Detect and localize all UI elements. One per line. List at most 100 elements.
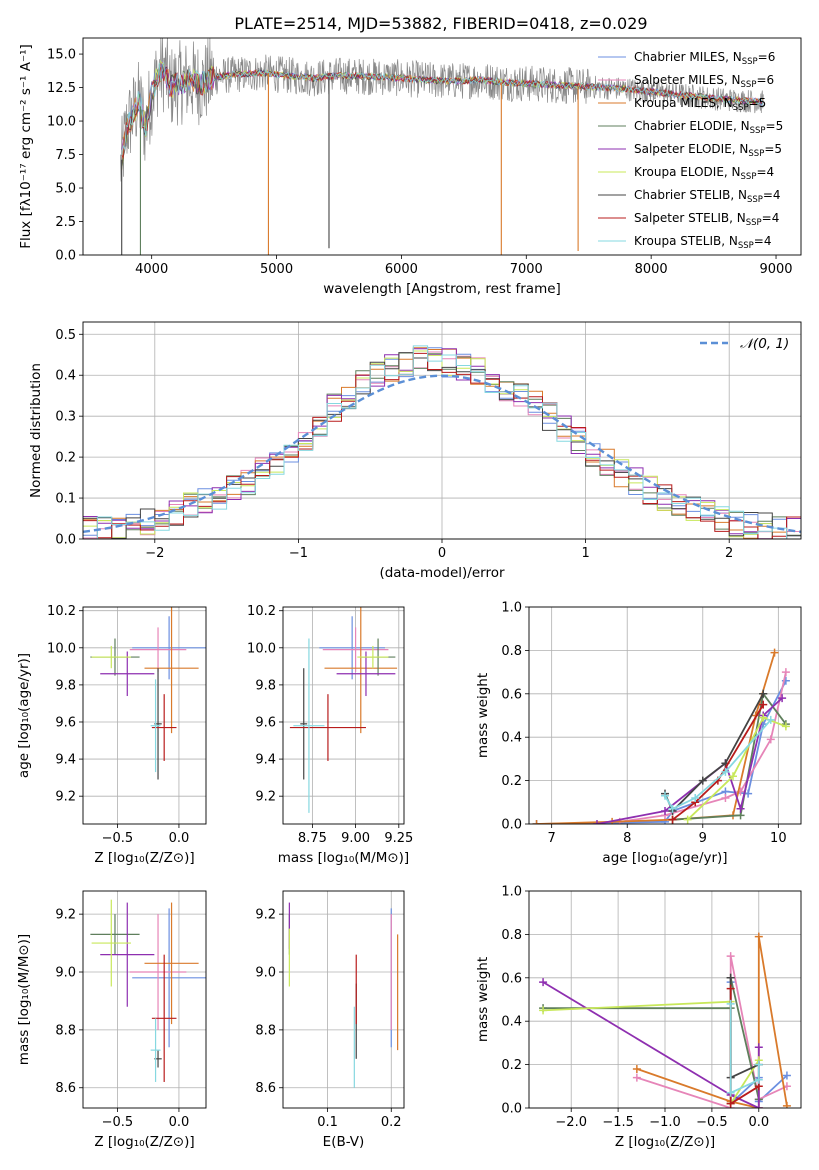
y-axis-label: mass [log₁₀(M/M⊙)] bbox=[16, 934, 32, 1065]
weight-marker bbox=[782, 1071, 791, 1080]
residuals-panel: −2 −1 0 1 2 0.0 0.1 0.2 0.3 0.4 0.5 (data-model)/er… bbox=[28, 321, 802, 581]
weight-line bbox=[619, 671, 787, 823]
residuals-plot-area bbox=[83, 345, 801, 539]
x-tick-label: 5000 bbox=[260, 262, 293, 277]
weight-line bbox=[543, 977, 760, 1100]
y-tick-label: 10.0 bbox=[47, 641, 76, 656]
y-tick-label: 0.6 bbox=[501, 687, 522, 702]
weight-marker bbox=[532, 820, 541, 824]
x-axis-label: wavelength [Angstrom, rest frame] bbox=[323, 281, 561, 297]
weight-line bbox=[596, 697, 783, 824]
y-tick-label: 9.8 bbox=[255, 678, 276, 693]
y-tick-label: 8.6 bbox=[55, 1081, 76, 1096]
x-tick-label: 0.0 bbox=[748, 1115, 769, 1130]
y-tick-label: 0.3 bbox=[55, 410, 76, 425]
legend-entry: Chabrier MILES, NSSP=6 bbox=[634, 50, 775, 67]
weight-marker bbox=[781, 722, 790, 731]
spectrum-plot-area bbox=[120, 38, 764, 255]
x-axis-label: Z [log₁₀(Z/Z⊙)] bbox=[94, 1134, 194, 1150]
y-tick-label: 15.0 bbox=[47, 48, 76, 63]
weight-vs-Z-plot-area bbox=[539, 932, 791, 1108]
x-axis-label: age [log₁₀(age/yr)] bbox=[602, 850, 727, 866]
weight-marker bbox=[778, 694, 787, 703]
legend-entry: Chabrier STELIB, NSSP=4 bbox=[634, 188, 781, 205]
axes-frame bbox=[282, 890, 405, 1109]
weight-vs-age-plot-area bbox=[532, 648, 790, 824]
age-vs-Z-plot-area bbox=[90, 607, 206, 780]
age-vs-mass-panel: 8.75 9.00 9.25 9.2 9.4 9.6 9.8 10.0 10.2 mass [lo… bbox=[247, 604, 413, 866]
weight-vs-age-panel: 7 8 9 10 0.0 0.2 0.4 0.6 0.8 1.0 age [log₁₀(age/yr… bbox=[475, 601, 802, 866]
y-tick-label: 0.8 bbox=[501, 928, 522, 943]
y-tick-label: 0.5 bbox=[55, 328, 76, 343]
y-axis-label: Normed distribution bbox=[28, 363, 44, 498]
x-tick-label: −2 bbox=[145, 546, 164, 561]
residual-histogram bbox=[83, 352, 801, 539]
model-spectrum bbox=[121, 66, 764, 160]
y-tick-label: 8.6 bbox=[255, 1081, 276, 1096]
x-tick-label: 9000 bbox=[759, 262, 792, 277]
y-tick-label: 0.2 bbox=[55, 451, 76, 466]
x-tick-label: 0.1 bbox=[317, 1115, 338, 1130]
y-tick-label: 10.2 bbox=[247, 604, 276, 619]
weight-line bbox=[636, 936, 788, 1108]
weight-marker bbox=[726, 952, 735, 961]
x-tick-label: −0.5 bbox=[102, 1115, 134, 1130]
weight-marker bbox=[766, 715, 775, 724]
weight-marker bbox=[754, 1104, 763, 1108]
x-tick-label: 0.0 bbox=[169, 1115, 190, 1130]
x-tick-label: 9.00 bbox=[341, 831, 370, 846]
y-tick-label: 0.2 bbox=[501, 774, 522, 789]
weight-vs-Z-panel: −2.0 −1.5 −1.0 −0.5 0.0 0.0 0.2 0.4 0.6 0.8 1.0 Z [… bbox=[475, 885, 802, 1150]
weight-marker bbox=[726, 1099, 735, 1108]
y-axis-label: mass weight bbox=[475, 673, 491, 758]
x-tick-label: 9 bbox=[699, 831, 707, 846]
weight-line bbox=[729, 1003, 760, 1095]
x-tick-label: −1.0 bbox=[649, 1115, 681, 1130]
x-tick-label: 4000 bbox=[135, 262, 168, 277]
y-tick-label: 0.0 bbox=[501, 818, 522, 833]
x-tick-label: 6000 bbox=[385, 262, 418, 277]
y-tick-label: 10.0 bbox=[247, 641, 276, 656]
spectrum-panel: 4000 5000 6000 7000 8000 9000 0.0 2.5 5.0 7.5 10.0… bbox=[18, 37, 802, 297]
weight-marker bbox=[759, 689, 768, 698]
legend-entry: Kroupa STELIB, NSSP=4 bbox=[634, 234, 772, 251]
axes-frame bbox=[82, 37, 802, 256]
x-tick-label: −0.5 bbox=[102, 831, 134, 846]
y-tick-label: 9.8 bbox=[55, 678, 76, 693]
axes-frame bbox=[82, 890, 207, 1109]
x-tick-label: 9.25 bbox=[384, 831, 413, 846]
y-tick-label: 9.2 bbox=[55, 790, 76, 805]
y-tick-label: 9.2 bbox=[55, 908, 76, 923]
legend-entry: Kroupa ELODIE, NSSP=4 bbox=[634, 165, 774, 182]
axes-frame bbox=[282, 606, 405, 825]
weight-line bbox=[536, 680, 787, 824]
y-tick-label: 7.5 bbox=[55, 148, 76, 163]
weight-marker bbox=[539, 1006, 548, 1015]
x-tick-label: 8 bbox=[623, 831, 631, 846]
weight-marker bbox=[759, 700, 768, 709]
y-tick-label: 0.1 bbox=[55, 492, 76, 507]
y-tick-label: 0.4 bbox=[501, 731, 522, 746]
y-tick-label: 9.2 bbox=[255, 790, 276, 805]
y-tick-label: 9.4 bbox=[255, 753, 276, 768]
x-tick-label: 7000 bbox=[510, 262, 543, 277]
residual-histogram bbox=[83, 345, 801, 539]
weight-marker bbox=[661, 806, 669, 815]
weight-marker bbox=[781, 668, 790, 677]
y-tick-label: 0.6 bbox=[501, 971, 522, 986]
y-axis-label: Flux [fλ10⁻¹⁷ erg cm⁻² s⁻¹ A⁻¹] bbox=[18, 44, 34, 249]
weight-marker bbox=[726, 1088, 735, 1097]
legend-entry: 𝒩(0, 1) bbox=[740, 336, 789, 352]
weight-line bbox=[542, 981, 760, 1108]
weight-marker bbox=[754, 1075, 763, 1084]
x-tick-label: 7 bbox=[548, 831, 556, 846]
weight-marker bbox=[668, 804, 677, 813]
legend-entry: Salpeter STELIB, NSSP=4 bbox=[634, 211, 779, 228]
weight-line bbox=[672, 691, 787, 821]
weight-marker bbox=[754, 932, 763, 941]
y-axis-label: mass weight bbox=[475, 957, 491, 1042]
x-tick-label: 0.2 bbox=[381, 1115, 402, 1130]
weight-marker bbox=[766, 735, 775, 744]
